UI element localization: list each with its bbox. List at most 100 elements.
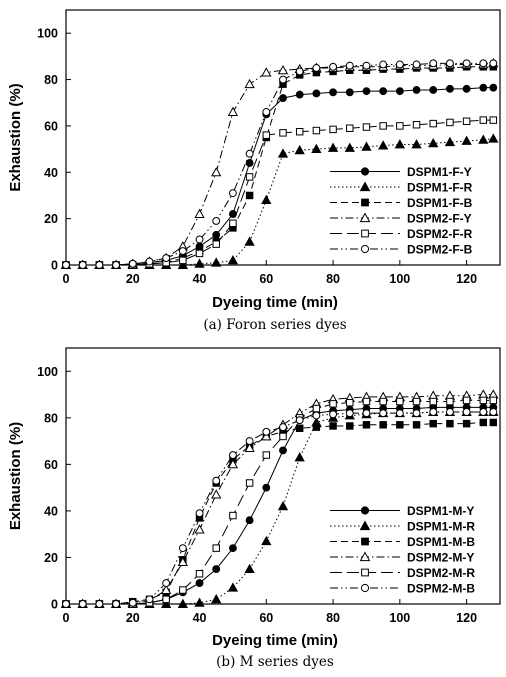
data-point bbox=[195, 509, 204, 518]
plot-frame bbox=[65, 347, 501, 605]
data-point bbox=[361, 141, 372, 151]
y-tick-label: 40 bbox=[44, 166, 58, 180]
data-point bbox=[277, 148, 289, 158]
data-point bbox=[461, 135, 472, 145]
legend-label: DSPM2-M-R bbox=[407, 566, 475, 580]
data-point bbox=[362, 87, 371, 96]
y-tick-label: 20 bbox=[44, 551, 58, 565]
data-point bbox=[262, 451, 271, 459]
series-line bbox=[66, 411, 494, 605]
data-point bbox=[378, 140, 389, 150]
data-point bbox=[429, 408, 438, 416]
y-axis-title: Exhaustion (%) bbox=[7, 83, 24, 191]
legend-marker bbox=[360, 506, 370, 515]
data-point bbox=[261, 431, 272, 441]
data-point bbox=[488, 133, 499, 143]
data-point bbox=[429, 419, 437, 428]
data-point bbox=[62, 600, 70, 608]
panel-b: Exhaustion (%) Dyeing time (min) (b) M s… bbox=[7, 347, 501, 670]
data-point bbox=[479, 59, 488, 68]
y-tick-label: 100 bbox=[37, 365, 58, 379]
data-point bbox=[345, 409, 354, 418]
data-point bbox=[128, 259, 137, 268]
data-point bbox=[362, 61, 371, 70]
data-point bbox=[312, 404, 321, 413]
data-point bbox=[279, 446, 287, 455]
legend-marker bbox=[360, 167, 370, 176]
data-point bbox=[177, 598, 188, 608]
data-point bbox=[362, 421, 371, 429]
series-DSPM2-M-R bbox=[62, 396, 498, 608]
data-point bbox=[177, 259, 188, 269]
data-point bbox=[346, 124, 354, 132]
data-point bbox=[277, 64, 289, 75]
data-point bbox=[212, 230, 221, 239]
data-point bbox=[95, 600, 104, 608]
x-axis-title: Dyeing time (min) bbox=[212, 294, 338, 311]
legend-label: DSPM1-F-R bbox=[407, 181, 473, 195]
data-point bbox=[412, 60, 421, 69]
data-point bbox=[279, 432, 287, 441]
data-point bbox=[262, 131, 271, 139]
x-tick-label: 60 bbox=[259, 611, 273, 625]
data-point bbox=[211, 166, 222, 177]
data-point bbox=[145, 257, 154, 266]
data-point bbox=[462, 408, 471, 416]
data-point bbox=[78, 261, 87, 269]
data-point bbox=[62, 261, 70, 269]
data-point bbox=[362, 123, 371, 131]
panel-caption: (b) M series dyes bbox=[216, 654, 334, 670]
data-point bbox=[446, 419, 454, 428]
data-point bbox=[179, 256, 187, 265]
data-point bbox=[478, 134, 489, 144]
data-point bbox=[212, 240, 220, 248]
data-point bbox=[329, 422, 337, 430]
data-point bbox=[212, 476, 221, 485]
data-point bbox=[395, 60, 404, 69]
data-point bbox=[295, 416, 304, 425]
data-point bbox=[245, 479, 254, 487]
data-point bbox=[429, 59, 438, 68]
data-point bbox=[429, 119, 437, 128]
data-point bbox=[244, 442, 255, 453]
y-tick-label: 20 bbox=[44, 212, 58, 226]
legend-label: DSPM1-M-Y bbox=[407, 504, 474, 518]
x-tick-label: 40 bbox=[193, 272, 207, 286]
data-point bbox=[462, 59, 471, 68]
data-point bbox=[227, 459, 239, 469]
data-point bbox=[194, 258, 205, 268]
series-line bbox=[66, 399, 494, 605]
data-point bbox=[227, 106, 239, 116]
data-point bbox=[195, 570, 204, 578]
data-point bbox=[489, 418, 498, 427]
data-point bbox=[211, 489, 222, 499]
data-point bbox=[229, 219, 237, 227]
plot-frame bbox=[65, 9, 501, 266]
data-point bbox=[112, 600, 121, 608]
data-point bbox=[227, 255, 239, 265]
x-tick-label: 60 bbox=[259, 272, 273, 286]
data-point bbox=[295, 424, 304, 433]
data-point bbox=[228, 544, 237, 553]
y-tick-label: 60 bbox=[44, 458, 58, 472]
data-point bbox=[396, 122, 404, 130]
data-point bbox=[412, 421, 421, 429]
data-point bbox=[489, 396, 498, 405]
legend-label: DSPM2-F-Y bbox=[407, 212, 472, 226]
data-point bbox=[329, 125, 337, 134]
data-point bbox=[462, 84, 471, 93]
data-point bbox=[395, 409, 404, 418]
data-point bbox=[212, 217, 221, 225]
legend-label: DSPM1-M-R bbox=[407, 520, 475, 534]
data-point bbox=[262, 427, 271, 436]
x-tick-label: 0 bbox=[63, 611, 70, 625]
data-point bbox=[346, 422, 354, 430]
x-tick-label: 0 bbox=[63, 272, 70, 286]
data-point bbox=[279, 129, 287, 137]
data-point bbox=[312, 411, 321, 420]
x-axis-title: Dyeing time (min) bbox=[212, 632, 338, 649]
data-point bbox=[412, 409, 421, 418]
data-point bbox=[112, 261, 121, 269]
data-point bbox=[329, 88, 338, 97]
